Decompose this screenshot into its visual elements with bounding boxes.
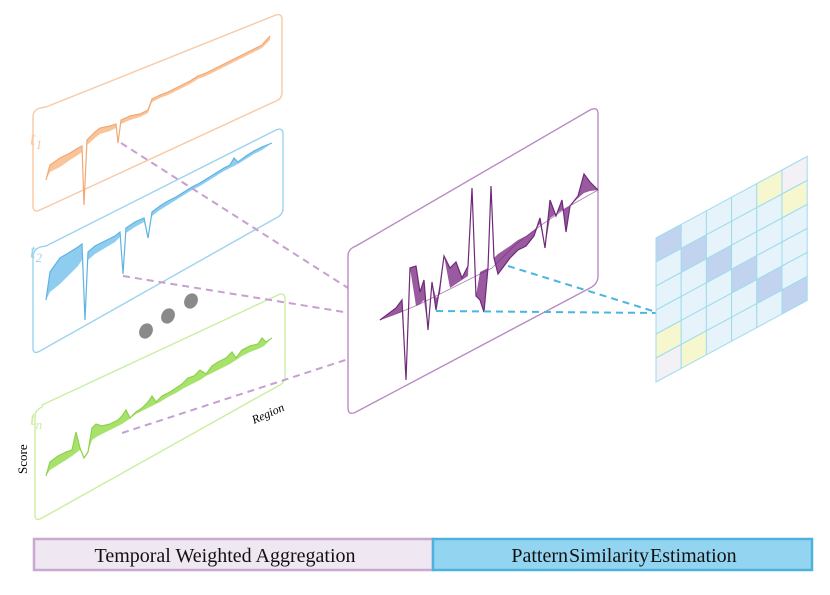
panel-tn-area [46, 338, 272, 476]
panel-t2-frame [32, 128, 284, 354]
panel-tn: tn [30, 293, 286, 521]
aggregate-panel [347, 107, 599, 415]
panel-t1-label: t1 [30, 128, 42, 152]
panel-t1-line [45, 35, 271, 206]
aggregate-frame [347, 107, 599, 415]
panel-tn-label: tn [30, 408, 42, 432]
panel-t1: t1 [30, 13, 283, 212]
y-axis-label: Score [15, 444, 30, 474]
panel-t1-area [46, 36, 270, 205]
connector-t2 [122, 275, 431, 327]
ellipsis-dots [139, 293, 198, 339]
ellipsis-dot [139, 323, 153, 339]
panel-t2: t2 [30, 128, 284, 354]
temporal-bar-label: Temporal Weighted Aggregation [95, 545, 356, 567]
panel-t2-label: t2 [30, 241, 43, 265]
panel-t2-line [45, 142, 273, 321]
similarity-bar-label: Pattern Similarity Estimation [511, 545, 736, 567]
ellipsis-dot [184, 293, 198, 309]
connector-sim-bottom [435, 310, 657, 314]
similarity-bar [431, 537, 814, 572]
matrix-cell [781, 275, 808, 315]
similarity-connectors [435, 265, 657, 314]
x-axis-label: Region [249, 400, 287, 427]
panel-tn-line [45, 337, 273, 477]
panel-tn-frame [34, 293, 286, 521]
stage-bars: Temporal Weighted Aggregation Pattern Si… [32, 537, 814, 572]
panel-t1-frame [32, 13, 283, 212]
similarity-matrix [655, 155, 808, 383]
ellipsis-dot [161, 308, 175, 324]
connector-sim-top [507, 265, 657, 313]
aggregate-baseline [379, 189, 599, 321]
